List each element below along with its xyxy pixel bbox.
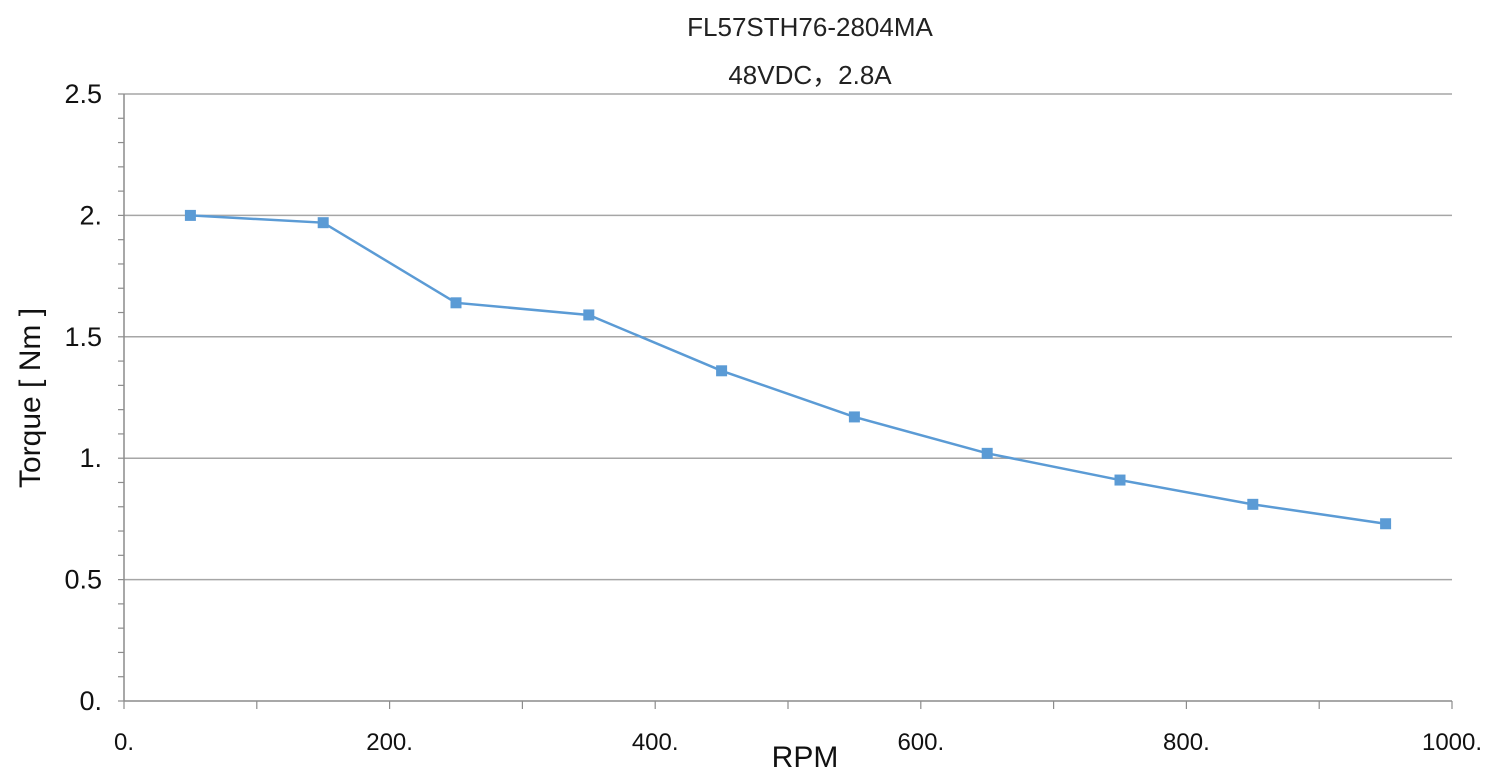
y-tick-label: 0. [79,686,102,716]
chart-subtitle: 48VDC，2.8A [728,60,892,90]
chart-title: FL57STH76-2804MA [687,12,933,42]
data-point-marker [848,411,860,423]
y-tick-label: 1.5 [64,322,102,352]
y-tick-label: 0.5 [64,565,102,595]
x-tick-label: 600. [897,729,944,756]
x-tick-label: 400. [632,729,679,756]
data-point-marker [450,297,462,309]
data-point-marker [583,309,595,321]
data-point-marker [184,209,196,221]
data-point-marker [716,365,728,377]
series-line [190,214,1386,525]
data-point-marker [981,447,993,459]
tick-labels: 0. 0.5 1. 1.5 2. 2.5 0. 200. 400. 600. 800. 1000. [64,79,1482,756]
y-axis-label: Torque [ Nm ] [14,308,47,488]
x-axis-label: RPM [772,741,839,774]
axes [118,93,1453,709]
y-tick-label: 2.5 [64,79,102,109]
x-tick-label: 800. [1163,729,1210,756]
x-tick-label: 0. [114,729,134,756]
data-point-marker [1114,474,1126,486]
gridlines [124,93,1452,581]
data-point-marker [1380,518,1392,530]
y-tick-label: 1. [79,443,102,473]
data-point-marker [1247,498,1259,510]
data-point-marker [317,217,329,229]
x-tick-label: 1000. [1422,729,1482,756]
x-tick-label: 200. [366,729,413,756]
plot-area [184,209,1392,530]
y-tick-label: 2. [79,200,102,230]
